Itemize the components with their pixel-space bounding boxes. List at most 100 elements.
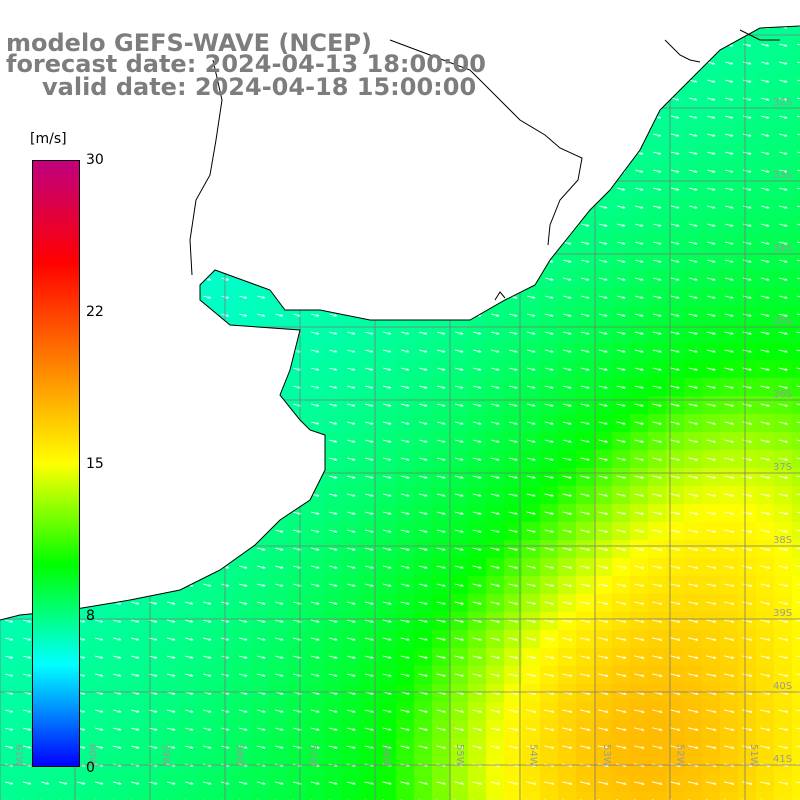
longitude-label: 61W [13, 744, 24, 767]
wind-cell [792, 486, 800, 505]
longitude-label: 56W [381, 744, 392, 767]
longitude-label: 54W [528, 744, 539, 767]
wind-cell [648, 792, 667, 800]
wind-cell [792, 216, 800, 235]
wind-cell [378, 792, 397, 800]
wind-cell [738, 792, 757, 800]
wind-cell [792, 558, 800, 577]
wind-cell [414, 792, 433, 800]
longitude-label: 58W [234, 744, 245, 767]
longitude-label: 51W [748, 744, 759, 767]
latitude-label: 37S [773, 462, 792, 473]
latitude-label: 32S [773, 97, 792, 108]
wind-cell [792, 540, 800, 559]
longitude-label: 59W [160, 744, 171, 767]
wind-cell [198, 792, 217, 800]
wind-cell [792, 54, 800, 73]
wind-cell [756, 792, 775, 800]
wind-cell [792, 702, 800, 721]
wind-cell [792, 414, 800, 433]
wind-cell [792, 738, 800, 757]
wind-cell [792, 792, 800, 800]
wind-cell [18, 792, 37, 800]
longitude-label: 53W [601, 744, 612, 767]
wind-cell [0, 792, 19, 800]
wind-cell [162, 792, 181, 800]
wind-cell [684, 792, 703, 800]
wind-cell [270, 792, 289, 800]
wind-cell [792, 72, 800, 91]
wind-cell [396, 792, 415, 800]
wind-cell [792, 252, 800, 271]
latitude-label: 35S [773, 316, 792, 327]
wind-cell [792, 378, 800, 397]
colorbar-tick: 0 [86, 760, 95, 776]
wind-cell [234, 792, 253, 800]
wind-cell [792, 648, 800, 667]
colorbar-tick: 22 [86, 304, 104, 320]
wind-cell [792, 612, 800, 631]
wind-cell [486, 792, 505, 800]
latitude-label: 33S [773, 170, 792, 181]
wind-cell [792, 468, 800, 487]
wind-cell [594, 792, 613, 800]
wind-cell [792, 162, 800, 181]
wind-cell [792, 198, 800, 217]
wind-cell [774, 792, 793, 800]
wind-cell [792, 36, 800, 55]
wind-cell [792, 234, 800, 253]
latitude-label: 34S [773, 243, 792, 254]
wind-cell [792, 432, 800, 451]
wind-cell [792, 720, 800, 739]
wind-cell [792, 342, 800, 361]
longitude-label: 55W [454, 744, 465, 767]
wind-cell [792, 306, 800, 325]
wind-cell [54, 792, 73, 800]
wind-cell [792, 180, 800, 199]
wind-cell [522, 792, 541, 800]
wind-cell [324, 792, 343, 800]
latitude-label: 38S [773, 535, 792, 546]
colorbar [32, 160, 80, 767]
wind-cell [126, 792, 145, 800]
wind-cell [360, 792, 379, 800]
latitude-label: 40S [773, 681, 792, 692]
wind-cell [792, 774, 800, 793]
wind-cell [792, 18, 800, 37]
wind-cell [252, 792, 271, 800]
wind-cell [792, 450, 800, 469]
wind-cell [612, 792, 631, 800]
wind-cell [792, 90, 800, 109]
wind-cell [90, 792, 109, 800]
wind-cell [792, 396, 800, 415]
longitude-label: 57W [307, 744, 318, 767]
wind-cell [792, 144, 800, 163]
wind-cell [306, 792, 325, 800]
wind-cell [792, 522, 800, 541]
wind-cell [540, 792, 559, 800]
wind-cell [792, 684, 800, 703]
wind-cell [792, 270, 800, 289]
wind-cell [558, 792, 577, 800]
wind-cell [288, 792, 307, 800]
wind-cell [576, 792, 595, 800]
wind-cell [108, 792, 127, 800]
wind-cell [432, 792, 451, 800]
wind-cell [792, 108, 800, 127]
wind-cell [666, 792, 685, 800]
wind-cell [792, 576, 800, 595]
longitude-label: 52W [675, 744, 686, 767]
wind-cell [792, 630, 800, 649]
wind-cell [468, 792, 487, 800]
latitude-label: 39S [773, 608, 792, 619]
colorbar-tick: 30 [86, 152, 104, 168]
wind-cell [720, 792, 739, 800]
colorbar-tick: 8 [86, 608, 95, 624]
colorbar-units: [m/s] [30, 131, 67, 147]
wind-cell [180, 792, 199, 800]
wind-cell [792, 288, 800, 307]
wind-cell [792, 594, 800, 613]
colorbar-tick: 15 [86, 456, 104, 472]
wind-cell [450, 792, 469, 800]
